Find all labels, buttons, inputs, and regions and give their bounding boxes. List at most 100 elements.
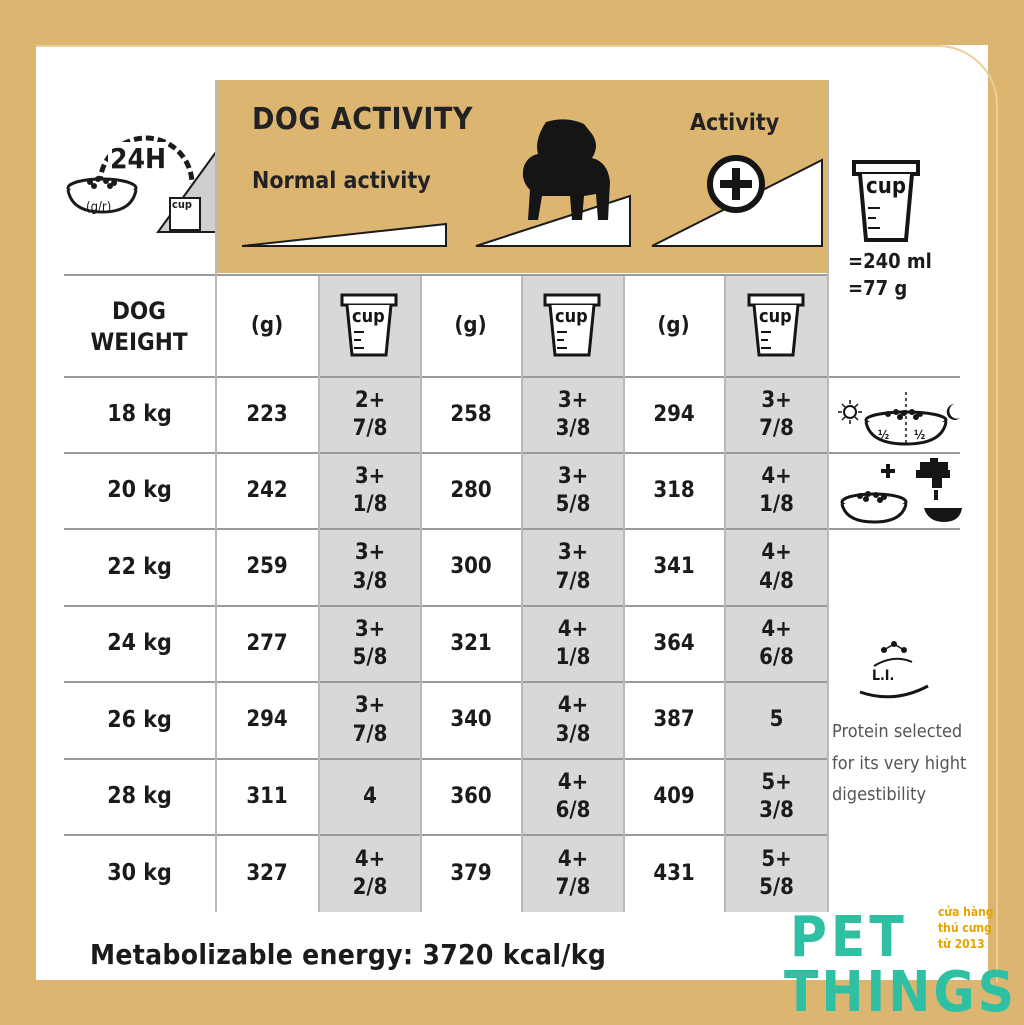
cup-amount-fraction: 1/8 <box>759 492 794 517</box>
cup-amount-cell: 4+ 6/8 <box>523 760 623 834</box>
grid-vline <box>724 276 726 912</box>
grams-cell: 379 <box>450 860 492 886</box>
split-meal-icon <box>838 392 960 446</box>
grams-cell: 280 <box>450 477 492 503</box>
grid-line <box>64 834 828 836</box>
cup-amount-fraction: 7/8 <box>555 875 591 900</box>
cup-amount-cell: 3+ 3/8 <box>523 378 623 452</box>
cup-amount-whole: 4+ <box>557 769 589 795</box>
cup-amount-whole: 2+ <box>354 387 386 413</box>
metabolizable-energy: Metabolizable energy: 3720 kcal/kg <box>90 938 607 971</box>
cup-amount-cell: 3+ 1/8 <box>320 454 420 528</box>
grid-line <box>64 758 828 760</box>
protein-digestibility-text: Protein selected for its very hight dige… <box>832 721 967 805</box>
cup-amount-cell: 3+ 7/8 <box>320 683 420 758</box>
weight-cell: 24 kg <box>107 630 172 657</box>
cup-amount-fraction: 6/8 <box>759 645 794 670</box>
grams-cell: 311 <box>246 783 288 809</box>
unit-gr-label: (g/r) <box>86 200 112 215</box>
cup-amount-cell: 4+ 6/8 <box>726 607 827 681</box>
cup-amount-whole: 3+ <box>354 693 386 719</box>
cup-amount-cell: 5 <box>726 683 827 758</box>
cup-amount-cell: 3+ 7/8 <box>523 530 623 605</box>
li-protein-icon <box>859 641 929 699</box>
cup-amount-whole: 4+ <box>557 846 589 872</box>
cup-mini-label: cup <box>172 198 192 211</box>
grams-cell: 259 <box>246 554 288 580</box>
logo-tagline-1: cửa hàng <box>938 905 994 919</box>
cup-amount-cell: 3+ 7/8 <box>726 378 827 452</box>
weight-cell: 30 kg <box>107 860 172 887</box>
cup-amount-whole: 4+ <box>354 846 386 872</box>
grams-cell: 387 <box>653 707 695 733</box>
logo-tagline-3: từ 2013 <box>938 937 985 952</box>
cup-amount-fraction: 4/8 <box>759 568 794 594</box>
grid-line <box>64 452 960 454</box>
cup-icon <box>747 293 805 357</box>
cup-amount-whole: 5 <box>769 707 784 733</box>
cup-amount-whole: 3+ <box>557 387 589 413</box>
cup-icon-large <box>852 160 920 242</box>
half-label-left: ½ <box>878 428 890 442</box>
cup-amount-cell: 4+ 2/8 <box>320 836 420 912</box>
activity-plus-label: Activity <box>690 110 780 136</box>
grams-cell: 364 <box>653 630 695 656</box>
cup-icon <box>543 293 601 357</box>
dog-weight-header: DOG WEIGHT <box>64 296 214 358</box>
grams-cell: 341 <box>653 554 695 580</box>
dog-weight-header-line1: DOG <box>112 297 166 325</box>
cup-amount-whole: 3+ <box>761 387 792 413</box>
plus-circle-icon <box>707 155 765 213</box>
cup-header-label-2: cup <box>555 306 588 327</box>
cup-amount-whole: 3+ <box>354 616 386 642</box>
cup-amount-fraction: 7/8 <box>759 416 794 441</box>
cup-amount-whole: 5+ <box>761 769 792 795</box>
cup-amount-cell: 5+ 3/8 <box>726 760 827 834</box>
cup-amount-whole: 3+ <box>557 463 589 489</box>
grams-cell: 277 <box>246 630 288 656</box>
grams-cell: 258 <box>450 401 492 427</box>
ramp-mid <box>475 194 631 247</box>
weight-cell: 18 kg <box>107 401 172 428</box>
cup-amount-fraction: 3/8 <box>555 721 591 747</box>
cup-amount-cell: 4+ 4/8 <box>726 530 827 605</box>
cup-amount-fraction: 3/8 <box>555 416 591 441</box>
cup-amount-whole: 4 <box>363 783 377 809</box>
grams-cell: 327 <box>246 860 288 886</box>
grid-vline <box>318 276 320 912</box>
grams-cell: 294 <box>246 707 288 733</box>
grams-cell: 431 <box>653 860 695 886</box>
grid-line <box>64 376 960 378</box>
cup-amount-cell: 4 <box>320 760 420 834</box>
cup-amount-fraction: 1/8 <box>352 492 388 517</box>
normal-activity-label: Normal activity <box>252 168 431 194</box>
grid-line <box>64 274 828 276</box>
cup-amount-cell: 4+ 1/8 <box>726 454 827 528</box>
cup-amount-fraction: 7/8 <box>555 568 591 594</box>
dog-weight-header-line2: WEIGHT <box>90 328 188 357</box>
cup-amount-cell: 3+ 5/8 <box>523 454 623 528</box>
grid-vline <box>215 80 217 912</box>
cup-amount-fraction: 5/8 <box>352 645 388 670</box>
dog-activity-title: DOG ACTIVITY <box>252 102 473 137</box>
bulldog-icon <box>522 119 610 220</box>
petthings-logo-things: THINGS <box>784 960 1018 1025</box>
cup-amount-whole: 3+ <box>354 463 386 489</box>
cup-amount-cell: 4+ 1/8 <box>523 607 623 681</box>
cup-amount-fraction: 6/8 <box>555 798 591 823</box>
cup-column-1 <box>319 276 420 912</box>
grid-line <box>64 605 828 607</box>
half-label-right: ½ <box>914 428 926 442</box>
cup-amount-cell: 3+ 3/8 <box>320 530 420 605</box>
grid-line <box>64 528 960 530</box>
cup-amount-whole: 4+ <box>557 616 589 642</box>
cup-amount-fraction: 1/8 <box>555 645 591 670</box>
cup-amount-whole: 3+ <box>354 540 386 566</box>
ramp-low <box>241 222 447 247</box>
grams-cell: 223 <box>246 401 288 427</box>
col-header-g-1: (g) <box>250 312 284 338</box>
cup-amount-whole: 4+ <box>761 540 792 566</box>
cup-amount-whole: 4+ <box>761 616 792 642</box>
grid-vline <box>623 276 625 912</box>
cup-amount-whole: 5+ <box>761 846 792 872</box>
